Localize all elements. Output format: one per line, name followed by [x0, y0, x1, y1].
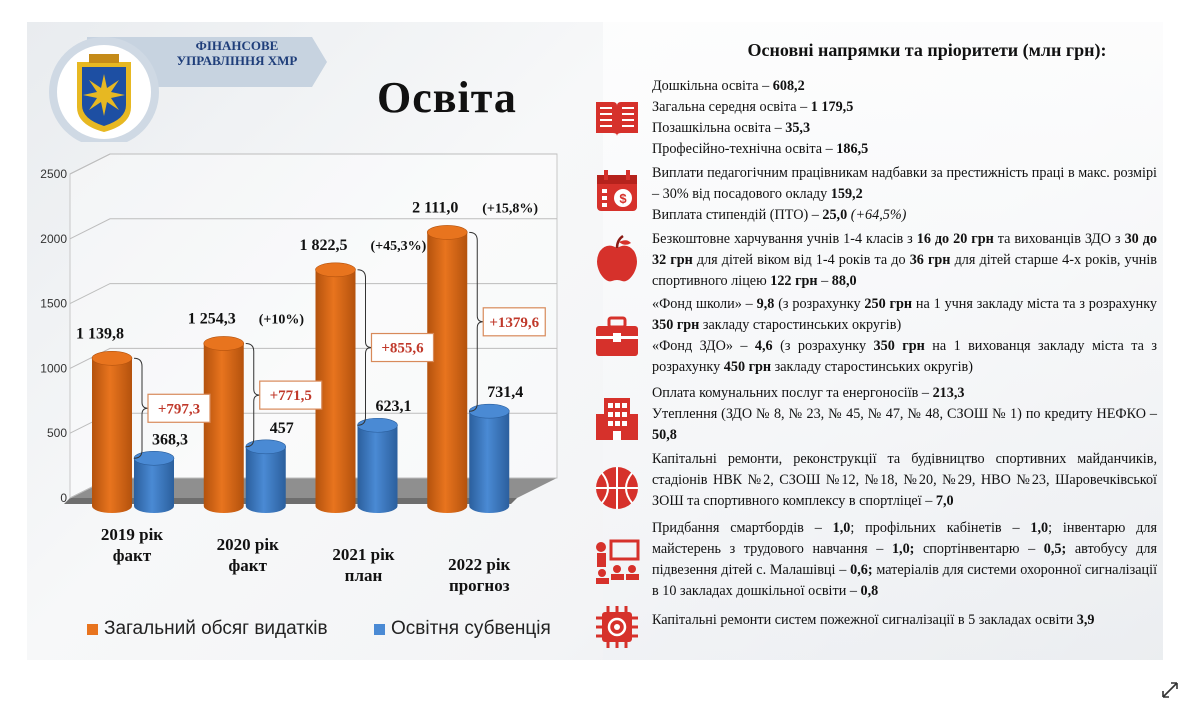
- data-label-total: 1 822,5: [300, 237, 348, 254]
- bar-subvention: [357, 417, 398, 513]
- briefcase-icon: [596, 316, 638, 356]
- priority-text: Безкоштовне харчування учнів 1-4 класів …: [652, 231, 1157, 289]
- difference-box: [259, 380, 323, 410]
- legend-swatch-blue: [374, 623, 385, 635]
- data-label-subvention: 368,3: [152, 431, 188, 448]
- x-tick-label: 2019 рік: [101, 525, 163, 544]
- alarm-chip-icon: [596, 606, 638, 648]
- gridline: [69, 218, 557, 240]
- org-name: ФІНАНСОВЕ УПРАВЛІННЯ ХМР: [157, 38, 317, 68]
- bar-total: [91, 350, 133, 513]
- growth-label: (+45,3%): [371, 239, 427, 254]
- basketball-icon: [596, 467, 638, 509]
- legend-item-subvention: Освітня субвенція: [374, 618, 551, 640]
- priority-row-funds: «Фонд школи» – 9,8 (з розрахунку 250 грн…: [652, 294, 1157, 378]
- bar-total: [315, 262, 356, 513]
- priority-row-fire-alarm: Капітальні ремонти систем пожежної сигна…: [652, 610, 1157, 631]
- book-icon: [596, 102, 638, 136]
- priority-text: Капітальні ремонти систем пожежної сигна…: [652, 612, 1095, 628]
- priority-text: Виплати педагогічним працівникам надбавк…: [652, 165, 1157, 223]
- gridline: [69, 153, 557, 175]
- legend-label-total: Загальний обсяг видатків: [104, 618, 328, 639]
- x-tick-label: 2021 рік: [332, 545, 394, 564]
- x-tick-label: 2022 рік: [448, 555, 510, 574]
- difference-label: +771,5: [270, 388, 312, 404]
- y-tick-label: 1500: [40, 297, 67, 311]
- org-band: [49, 37, 327, 142]
- priority-text: Придбання смартбордів – 1,0; профільних …: [652, 520, 1158, 599]
- difference-box: [370, 332, 435, 363]
- bar-total: [203, 336, 245, 513]
- org-name-line1: ФІНАНСОВЕ: [195, 38, 279, 53]
- difference-label: +797,3: [158, 401, 200, 417]
- city-emblem-icon: [77, 54, 131, 132]
- org-name-line2: УПРАВЛІННЯ ХМР: [176, 53, 298, 68]
- difference-label: +1379,6: [489, 315, 539, 331]
- gridline: [69, 283, 557, 305]
- priority-text: Оплата комунальних послуг та енергоносії…: [652, 385, 1157, 443]
- bar-subvention: [245, 439, 287, 513]
- svg-text:$: $: [619, 191, 627, 206]
- slide-title: Освіта: [377, 73, 517, 122]
- priority-text: Капітальні ремонти, реконструкції та буд…: [652, 451, 1157, 509]
- difference-box: [482, 307, 546, 337]
- y-tick-label: 2500: [40, 167, 67, 181]
- x-tick-label: факт: [229, 556, 268, 575]
- data-label-total: 2 111,0: [412, 199, 458, 216]
- priority-row-sports-repairs: Капітальні ремонти, реконструкції та буд…: [652, 449, 1157, 512]
- priority-row-utilities: Оплата комунальних послуг та енергоносії…: [652, 383, 1157, 446]
- difference-label: +855,6: [381, 341, 424, 357]
- priority-text: Дошкільна освіта – 608,2 Загальна середня…: [652, 78, 869, 157]
- y-tick-label: 500: [47, 426, 67, 440]
- expand-icon[interactable]: [1160, 680, 1180, 700]
- bar-subvention: [133, 450, 175, 513]
- y-tick-label: 1000: [40, 361, 67, 375]
- bar-total: [426, 225, 468, 513]
- calendar-money-icon: $: [597, 170, 637, 211]
- classroom-icon: [596, 539, 640, 584]
- x-tick-label: 2020 рік: [217, 535, 279, 554]
- bar-chart: 0 500 1000 1500 2000 2500 1 139,8 368,3 +797,3 1…: [40, 153, 558, 595]
- y-tick-label: 2000: [40, 232, 67, 246]
- priority-row-free-meals: Безкоштовне харчування учнів 1-4 класів …: [652, 229, 1157, 292]
- priority-row-education-levels: Дошкільна освіта – 608,2 Загальна середня…: [652, 76, 1157, 160]
- data-label-total: 1 254,3: [188, 310, 236, 327]
- slide: ФІНАНСОВЕ УПРАВЛІННЯ ХМР Освіта 0 500 1000…: [27, 22, 1163, 660]
- x-tick-label: прогноз: [449, 576, 510, 595]
- x-tick-label: план: [345, 566, 383, 585]
- data-label-subvention: 731,4: [487, 384, 523, 401]
- chart-floor-edge: [64, 498, 517, 504]
- priority-text: «Фонд школи» – 9,8 (з розрахунку 250 грн…: [652, 296, 1158, 375]
- data-label-total: 1 139,8: [76, 325, 124, 342]
- growth-label: (+10%): [259, 312, 305, 327]
- growth-label: (+15,8%): [482, 201, 538, 216]
- building-icon: [596, 398, 638, 440]
- difference-box: [147, 393, 211, 423]
- apple-icon: [597, 234, 637, 282]
- legend-swatch-orange: [87, 623, 98, 635]
- priorities-title: Основні напрямки та пріоритети (млн грн)…: [747, 40, 1107, 60]
- bar-subvention: [468, 403, 510, 513]
- priority-row-teacher-bonus: Виплати педагогічним працівникам надбавк…: [652, 163, 1157, 226]
- data-label-subvention: 457: [270, 420, 294, 437]
- data-label-subvention: 623,1: [376, 398, 412, 415]
- background-panel: [603, 22, 1163, 660]
- legend-label-subvention: Освітня субвенція: [391, 618, 551, 639]
- legend-item-total: Загальний обсяг видатків: [87, 618, 328, 640]
- priority-row-purchases: Придбання смартбордів – 1,0; профільних …: [652, 518, 1157, 602]
- x-tick-label: факт: [113, 546, 152, 565]
- y-tick-label: 0: [60, 491, 67, 505]
